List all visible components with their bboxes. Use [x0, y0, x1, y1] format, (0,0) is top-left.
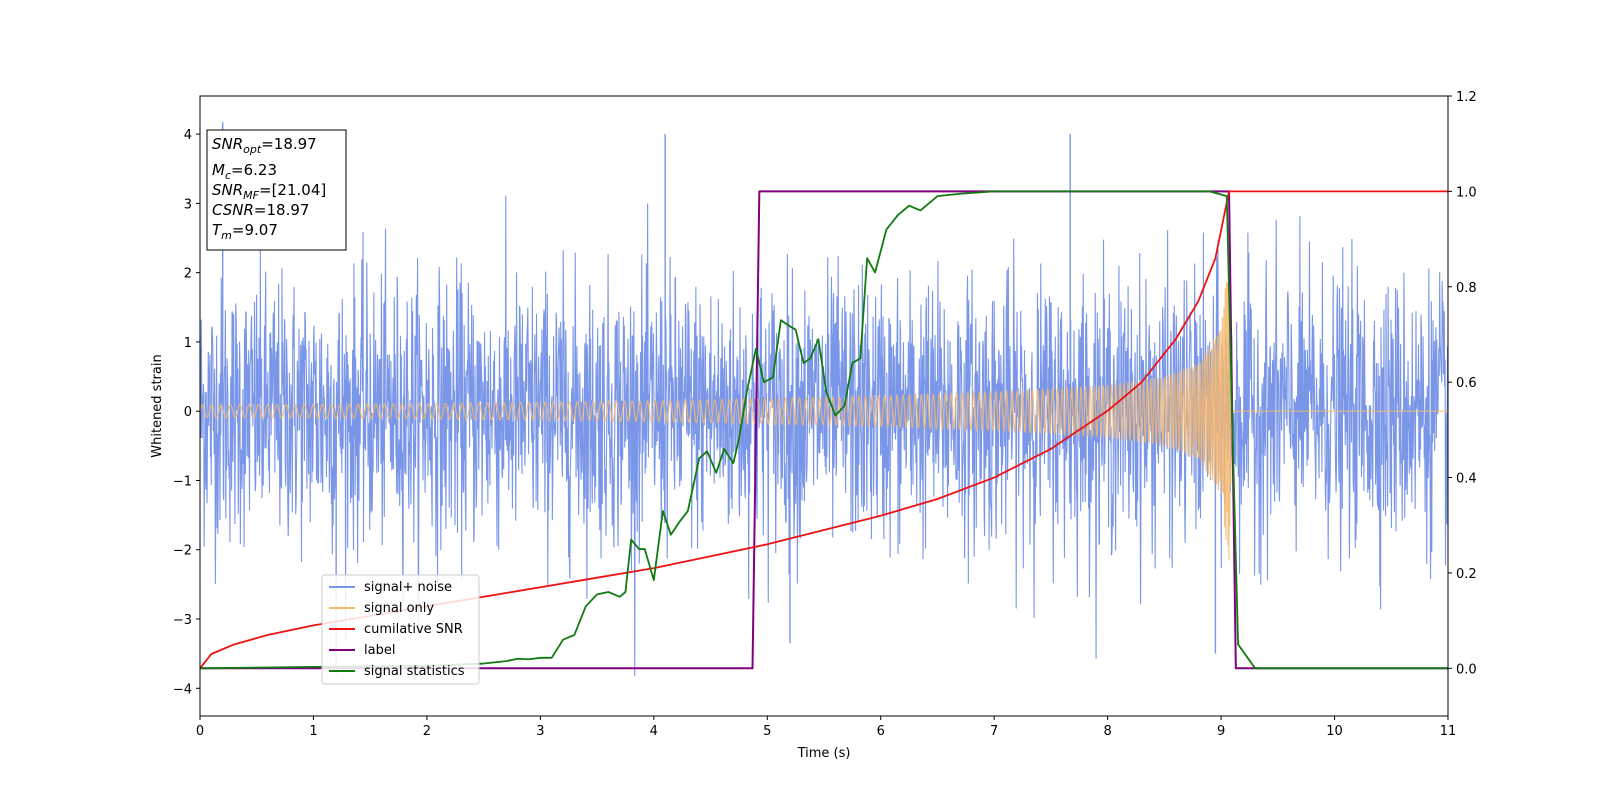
x-tick-label: 8	[1103, 724, 1111, 739]
x-axis-label: Time (s)	[797, 746, 851, 761]
legend-entry: label	[364, 643, 395, 658]
series-signal-only	[200, 282, 1448, 561]
x-tick-label: 11	[1440, 724, 1457, 739]
x-axis: 0 1 2 3 4 5 6 7 8 9 10 11	[196, 716, 1456, 739]
y-axis-label: Whitened strain	[150, 354, 165, 457]
legend-entry: signal statistics	[364, 664, 465, 679]
legend-entry: signal only	[364, 601, 434, 616]
info-line: CSNR=18.97	[212, 201, 309, 219]
plot-frame	[199, 95, 1449, 717]
x-tick-label: 2	[423, 724, 431, 739]
y-tick-label: −3	[173, 613, 192, 628]
legend-frame	[321, 574, 480, 685]
y2-tick-label: 0.2	[1456, 567, 1477, 582]
info-line: SNRMF=[21.04]	[212, 181, 326, 202]
y-axis-left: −4 −3 −2 −1 0 1 2 3 4	[173, 128, 200, 697]
info-line: Mc=6.23	[212, 161, 277, 182]
x-tick-label: 10	[1326, 724, 1343, 739]
legend: signal+ noise signal only cumilative SNR la…	[321, 574, 480, 685]
y-tick-label: −2	[173, 544, 192, 559]
x-tick-label: 0	[196, 724, 204, 739]
y-axis-right: 0.0 0.2 0.4 0.6 0.8 1.0 1.2	[1448, 90, 1477, 677]
y-tick-label: −4	[173, 682, 192, 697]
y-tick-label: −1	[173, 474, 192, 489]
info-box-frame	[206, 129, 347, 251]
y2-tick-label: 0.0	[1456, 662, 1477, 677]
x-tick-label: 4	[650, 724, 658, 739]
x-tick-label: 3	[536, 724, 544, 739]
y-tick-label: 0	[184, 405, 192, 420]
x-tick-label: 1	[309, 724, 317, 739]
y-tick-label: 3	[184, 197, 192, 212]
x-tick-label: 9	[1217, 724, 1225, 739]
y-tick-label: 4	[184, 128, 192, 143]
x-tick-label: 6	[877, 724, 885, 739]
y-tick-label: 1	[184, 336, 192, 351]
y2-tick-label: 0.8	[1456, 281, 1477, 296]
info-line: Tm=9.07	[212, 221, 278, 242]
y2-tick-label: 0.6	[1456, 376, 1477, 391]
y2-tick-label: 1.2	[1456, 90, 1477, 105]
x-tick-label: 5	[763, 724, 771, 739]
x-tick-label: 7	[990, 724, 998, 739]
y2-tick-label: 0.4	[1456, 472, 1477, 487]
legend-entry: cumilative SNR	[364, 622, 463, 637]
legend-entry: signal+ noise	[364, 580, 452, 595]
y2-tick-label: 1.0	[1456, 185, 1477, 200]
info-box: SNRopt=18.97 Mc=6.23SNRMF=[21.04]CSNR=18.…	[206, 129, 347, 251]
series-signal-statistics	[200, 190, 1448, 670]
info-line: SNRopt=18.97	[212, 135, 317, 156]
y-tick-label: 2	[184, 267, 192, 282]
